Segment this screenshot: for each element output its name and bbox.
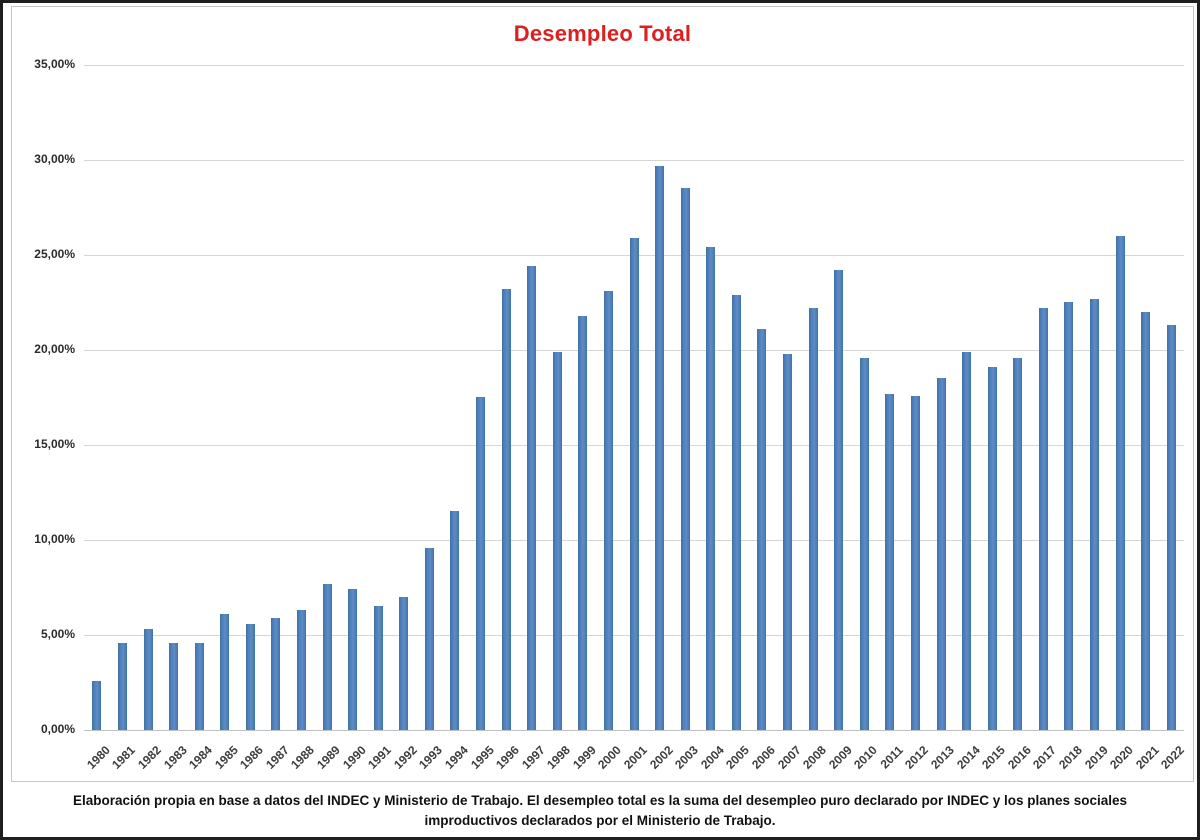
bar-1992: [399, 597, 409, 730]
bar-2006: [757, 329, 767, 730]
bar-2015: [987, 367, 997, 730]
bar-2007: [783, 354, 792, 730]
bar-2022: [1166, 325, 1176, 730]
bar-2013: [936, 378, 946, 730]
y-axis-tick-label: 30,00%: [34, 152, 75, 166]
bar-2002: [655, 166, 665, 730]
plot-area: 35,00% 30,00% 25,00% 20,00% 15,00% 10,00% 5,00…: [34, 57, 1187, 772]
bar-2005: [731, 295, 741, 730]
bar-1986: [245, 624, 255, 730]
y-axis-tick-label: 5,00%: [40, 627, 75, 641]
bar-2011: [885, 394, 895, 730]
bar-1982: [143, 629, 153, 730]
bar-1983: [169, 643, 178, 730]
y-axis-tick-label: 15,00%: [34, 437, 75, 451]
y-axis-tick-label: 20,00%: [34, 342, 75, 356]
bar-2010: [859, 358, 869, 730]
bar-2004: [706, 247, 716, 730]
bar-2000: [603, 291, 613, 730]
bar-1999: [578, 316, 588, 730]
bar-1980: [92, 681, 102, 730]
bar-1984: [194, 643, 204, 730]
bar-1988: [296, 610, 306, 730]
bar-2021: [1141, 312, 1151, 730]
chart-title: Desempleo Total: [513, 21, 692, 46]
bar-1987: [271, 618, 281, 730]
bar-1998: [552, 352, 562, 730]
bar-1991: [373, 606, 383, 730]
y-axis-tick-label: 10,00%: [34, 532, 75, 546]
bar-2017: [1038, 308, 1048, 730]
y-axis-tick-label: 25,00%: [34, 247, 75, 261]
bar-2014: [962, 352, 972, 730]
chart-frame: Desempleo Total: [11, 6, 1194, 782]
caption-line-2: improductivos declarados por el Minister…: [424, 813, 776, 828]
bar-2003: [680, 188, 690, 730]
gridline-0,00%: [84, 730, 1184, 731]
bar-1997: [527, 266, 537, 730]
bar-1993: [424, 548, 434, 730]
bar-1994: [450, 511, 460, 730]
bar-2001: [629, 238, 639, 730]
y-axis-tick-label: 0,00%: [40, 722, 75, 736]
bar-2019: [1090, 299, 1099, 730]
bar-2016: [1013, 358, 1023, 730]
caption-line-1: Elaboración propia en base a datos del I…: [72, 793, 1128, 808]
bar-1996: [501, 289, 511, 730]
y-axis-tick-label: 35,00%: [34, 57, 75, 71]
bar-1981: [117, 643, 127, 730]
bar-2009: [834, 270, 844, 730]
bar-1995: [476, 397, 485, 730]
bar-2012: [910, 396, 920, 730]
bar-2008: [808, 308, 818, 730]
bar-1989: [322, 584, 332, 730]
source-caption: Elaboración propia en base a datos del I…: [3, 791, 1197, 831]
bar-2018: [1064, 302, 1074, 730]
bar-1990: [348, 589, 358, 730]
bar-2020: [1115, 236, 1125, 730]
gridline-30,00%: [84, 160, 1184, 161]
bar-1985: [220, 614, 230, 730]
gridline-35,00%: [84, 65, 1184, 66]
